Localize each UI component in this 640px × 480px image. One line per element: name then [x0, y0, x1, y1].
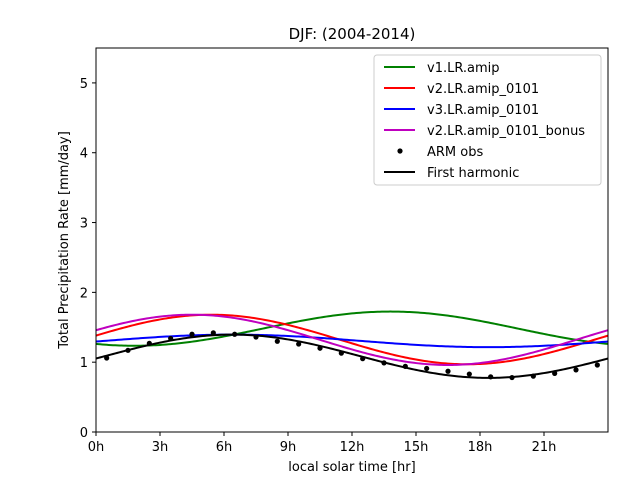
x-tick-label: 3h — [152, 440, 169, 455]
y-tick-label: 1 — [80, 356, 88, 371]
legend: v1.LR.amip v2.LR.amip_0101 v3.LR.amip_0101… — [373, 54, 602, 186]
series-v2-lr-amip-0101-line — [95, 313, 609, 366]
x-axis: 0h 3h 6h 9h 12h 15h 18h 21h — [88, 432, 557, 455]
legend-marker — [397, 148, 403, 154]
x-tick-label: 9h — [280, 440, 297, 455]
arm-obs-point — [445, 368, 451, 374]
legend-label: v2.LR.amip_0101 — [427, 82, 539, 97]
legend-label: v2.LR.amip_0101_bonus — [427, 124, 585, 139]
series-first-harmonic-line — [95, 333, 609, 379]
y-tick-label: 5 — [80, 77, 88, 92]
x-axis-label: local solar time [hr] — [288, 460, 415, 475]
y-axis: 0 1 2 3 4 5 — [80, 77, 96, 441]
y-axis-label: Total Precipitation Rate [mm/day] — [57, 131, 72, 350]
arm-obs-point — [274, 338, 280, 344]
y-tick-label: 0 — [80, 426, 88, 441]
series-v1-lr-amip-line — [95, 310, 609, 347]
legend-label: v3.LR.amip_0101 — [427, 103, 539, 118]
legend-label: ARM obs — [427, 145, 483, 160]
x-tick-label: 18h — [468, 440, 493, 455]
chart-title: DJF: (2004-2014) — [289, 25, 416, 43]
x-tick-label: 12h — [340, 440, 365, 455]
legend-box — [373, 54, 602, 186]
legend-label: v1.LR.amip — [427, 61, 500, 76]
y-tick-label: 2 — [80, 286, 88, 301]
x-tick-label: 0h — [88, 440, 105, 455]
arm-obs-point — [296, 341, 302, 347]
series-v3-lr-amip-0101-line — [95, 333, 609, 349]
arm-obs-point — [573, 367, 579, 373]
arm-obs-point — [424, 365, 430, 372]
legend-label: First harmonic — [427, 166, 519, 181]
x-tick-label: 21h — [532, 440, 557, 455]
y-tick-label: 3 — [80, 217, 88, 232]
plot-area — [95, 310, 609, 381]
x-tick-label: 6h — [216, 440, 233, 455]
arm-obs-point — [594, 362, 600, 368]
arm-obs-point — [466, 371, 472, 377]
y-tick-label: 4 — [80, 147, 88, 162]
x-tick-label: 15h — [404, 440, 429, 455]
arm-obs-point — [189, 331, 195, 337]
series-v2-lr-amip-0101-bonus-line — [95, 313, 609, 366]
